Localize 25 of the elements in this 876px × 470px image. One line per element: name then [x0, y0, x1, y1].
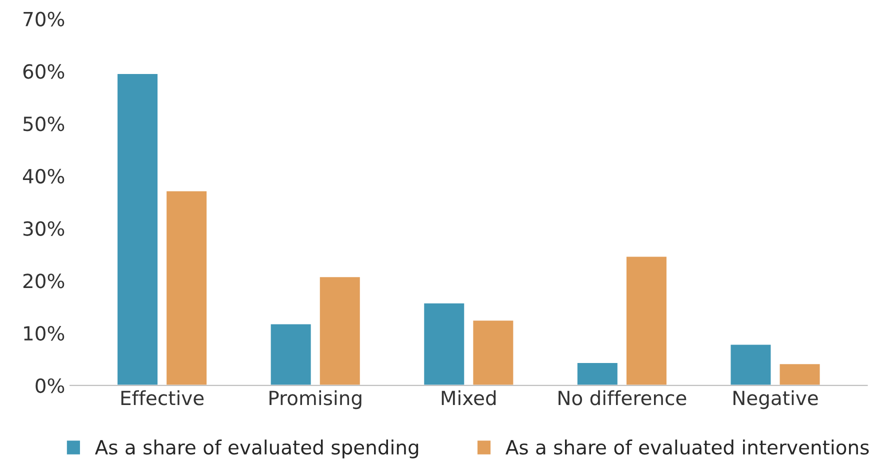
- x-tick-label: Promising: [270, 390, 362, 410]
- y-tick-label: 50%: [24, 116, 64, 132]
- bar: [472, 319, 515, 386]
- legend-label: As a share of evaluated spending: [94, 440, 418, 458]
- bar: [165, 190, 208, 386]
- x-tick-label: Effective: [121, 390, 204, 406]
- y-tick-label: 20%: [23, 274, 64, 288]
- y-tick-label: 70%: [24, 12, 64, 26]
- x-tick-label: Negative: [734, 390, 818, 410]
- y-tick-label: 40%: [22, 168, 64, 184]
- bar: [576, 362, 619, 386]
- bar: [422, 302, 466, 386]
- bar: [625, 255, 668, 386]
- bar: [318, 276, 362, 386]
- y-tick-label: 30%: [23, 221, 64, 236]
- bar: [116, 72, 159, 386]
- bar: [729, 343, 772, 386]
- x-tick-label: Mixed: [442, 390, 496, 406]
- x-tick-label: No difference: [558, 390, 686, 406]
- legend-label: As a share of evaluated interventions: [506, 440, 869, 455]
- y-tick-label: 10%: [24, 326, 64, 341]
- y-tick-label: 60%: [23, 64, 64, 79]
- y-tick-label: 0%: [36, 378, 64, 394]
- bar: [778, 362, 822, 386]
- bar: [269, 322, 312, 386]
